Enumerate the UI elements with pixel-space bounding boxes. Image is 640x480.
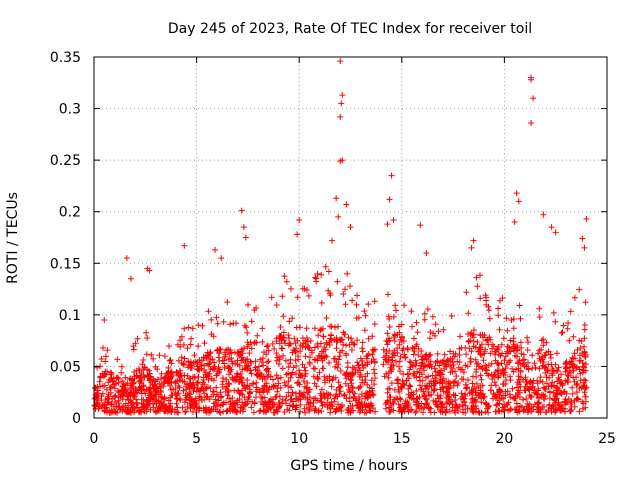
y-tick-label: 0.2 xyxy=(59,205,81,221)
y-tick-label: 0.3 xyxy=(59,102,81,118)
outlier-point xyxy=(583,215,590,222)
outlier-point xyxy=(339,157,346,164)
outlier-point xyxy=(335,213,342,220)
outlier-point xyxy=(294,231,301,238)
y-axis-ticks: 0 0.05 0.1 0.15 0.2 0.25 0.3 0.35 xyxy=(50,50,607,427)
grid-lines xyxy=(94,57,607,418)
outlier-point xyxy=(530,95,537,102)
outlier-point xyxy=(386,196,393,203)
outlier-point xyxy=(423,249,430,256)
outlier-point xyxy=(339,92,346,99)
x-tick-label: 5 xyxy=(192,431,201,447)
data-points xyxy=(91,58,590,416)
outlier-point xyxy=(242,234,249,241)
outlier-point xyxy=(548,224,555,231)
outlier-point xyxy=(515,198,522,205)
y-tick-label: 0.25 xyxy=(50,153,81,169)
outlier-point xyxy=(384,221,391,228)
outlier-point xyxy=(540,211,547,218)
outlier-point xyxy=(337,58,344,65)
x-tick-label: 20 xyxy=(495,431,513,447)
outlier-point xyxy=(329,237,336,244)
outlier-point xyxy=(528,76,535,83)
outlier-point xyxy=(127,275,134,282)
y-tick-label: 0.15 xyxy=(50,256,81,272)
y-axis-label: ROTI / TECUs xyxy=(5,192,21,284)
x-axis-label: GPS time / hours xyxy=(290,458,407,474)
outlier-point xyxy=(511,219,518,226)
y-tick-label: 0.35 xyxy=(50,50,81,66)
outlier-point xyxy=(347,224,354,231)
outlier-point xyxy=(123,255,130,262)
outlier-point xyxy=(212,246,219,253)
outlier-point xyxy=(468,244,475,251)
chart-title: Day 245 of 2023, Rate Of TEC Index for r… xyxy=(168,21,532,37)
outlier-point xyxy=(579,235,586,242)
outlier-point xyxy=(581,244,588,251)
outlier-point xyxy=(337,113,344,120)
outlier-point xyxy=(470,237,477,244)
y-tick-label: 0 xyxy=(72,411,81,427)
x-tick-label: 15 xyxy=(393,431,411,447)
outlier-point xyxy=(218,255,225,262)
x-tick-label: 10 xyxy=(290,431,308,447)
outlier-point xyxy=(390,216,397,223)
outlier-point xyxy=(528,120,535,127)
x-tick-label: 25 xyxy=(598,431,616,447)
outlier-point xyxy=(333,195,340,202)
outlier-point xyxy=(238,207,245,214)
outlier-point xyxy=(338,100,345,107)
outlier-point xyxy=(513,190,520,197)
roti-data-markers xyxy=(91,263,590,416)
x-tick-label: 0 xyxy=(90,431,99,447)
outlier-point xyxy=(181,242,188,249)
outlier-point xyxy=(240,224,247,231)
plot-frame xyxy=(93,56,608,419)
outlier-point xyxy=(552,229,559,236)
outlier-point xyxy=(343,201,350,208)
x-axis-ticks: 0 5 10 15 20 25 xyxy=(90,57,616,447)
y-tick-label: 0.1 xyxy=(59,308,81,324)
outlier-point xyxy=(146,267,153,274)
outlier-point xyxy=(101,317,108,324)
outlier-point xyxy=(296,216,303,223)
outlier-point xyxy=(388,172,395,179)
y-tick-label: 0.05 xyxy=(50,359,81,375)
outlier-point xyxy=(417,222,424,229)
